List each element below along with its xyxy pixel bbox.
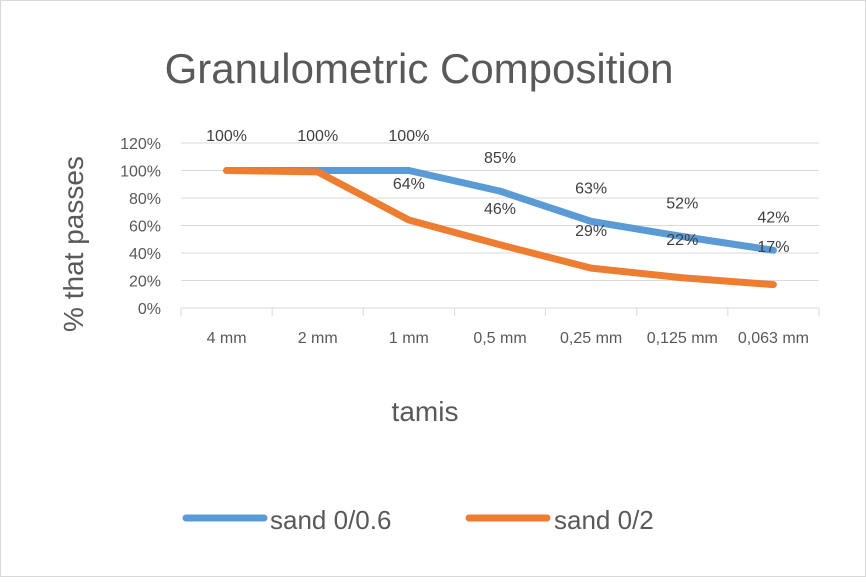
y-tick-label: 60%: [129, 219, 161, 236]
data-label: 42%: [757, 209, 789, 226]
data-label: 85%: [484, 150, 516, 167]
x-tick-label: 0,063 mm: [738, 330, 809, 347]
legend: sand 0/0.6 sand 0/2: [182, 505, 654, 535]
data-label: 52%: [666, 196, 698, 213]
x-tick-label: 1 mm: [389, 330, 429, 347]
series-line-1: [223, 167, 777, 289]
x-tick-label: 2 mm: [298, 330, 338, 347]
data-label: 64%: [393, 176, 425, 193]
data-label: 29%: [575, 223, 607, 240]
y-tick-label: 100%: [120, 164, 161, 181]
data-label: 46%: [484, 201, 516, 218]
x-axis-title: tamis: [392, 396, 459, 427]
y-tick-label: 20%: [129, 274, 161, 291]
x-tick-label: 0,5 mm: [473, 330, 526, 347]
y-tick-label: 40%: [129, 246, 161, 263]
data-label: 100%: [388, 128, 429, 145]
data-label: 100%: [206, 128, 247, 145]
data-label: 22%: [666, 232, 698, 249]
legend-label: sand 0/2: [554, 505, 654, 535]
series-lines: [223, 167, 777, 289]
data-label: 17%: [757, 239, 789, 256]
legend-label: sand 0/0.6: [270, 505, 391, 535]
x-tick-label: 4 mm: [207, 330, 247, 347]
y-tick-label: 80%: [129, 191, 161, 208]
data-labels: 100% 100% 100% 85% 63% 52% 42% 64% 46% 29% 22% 17%: [206, 128, 789, 256]
y-axis-title: % that passes: [58, 156, 89, 332]
x-tick-label: 0,125 mm: [647, 330, 718, 347]
y-tick-label: 120%: [120, 136, 161, 153]
data-label: 63%: [575, 180, 607, 197]
y-tick-label: 0%: [138, 301, 161, 318]
x-tick-label: 0,25 mm: [560, 330, 622, 347]
data-label: 100%: [297, 128, 338, 145]
y-axis-ticks: 0% 20% 40% 60% 80% 100% 120%: [120, 136, 161, 318]
chart-title: Granulometric Composition: [165, 45, 674, 92]
x-axis-ticks: 4 mm 2 mm 1 mm 0,5 mm 0,25 mm 0,125 mm 0,063 m…: [180, 308, 820, 347]
